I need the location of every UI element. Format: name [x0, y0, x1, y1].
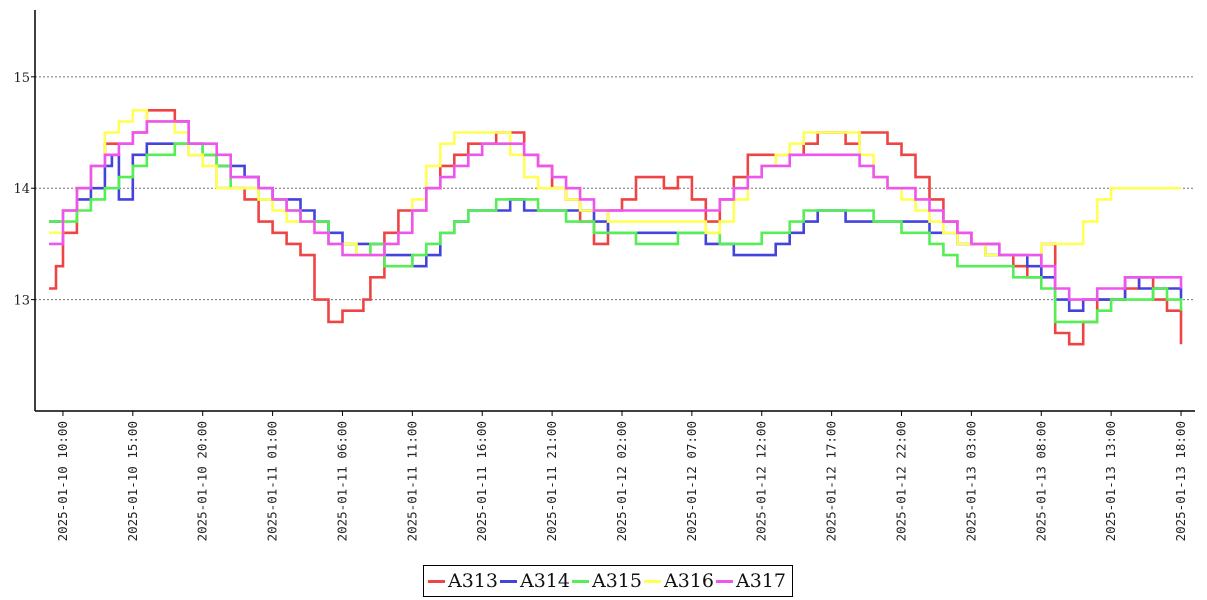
y-tick-label: 14 — [13, 182, 30, 197]
series-layer — [49, 109, 1183, 346]
legend-swatch — [428, 579, 445, 583]
legend-swatch — [644, 579, 661, 583]
series-line-a314 — [49, 142, 1183, 312]
legend-item-a317: A317 — [716, 570, 786, 592]
legend-item-a316: A316 — [644, 570, 714, 592]
x-tick-label: 2025-01-12 17:00 — [824, 421, 839, 541]
y-tick-label: 15 — [13, 71, 30, 86]
x-tick-label: 2025-01-13 08:00 — [1033, 421, 1048, 541]
x-tick-label: 2025-01-13 13:00 — [1103, 421, 1118, 541]
x-tick-label: 2025-01-13 03:00 — [963, 421, 978, 541]
x-tick-label: 2025-01-12 22:00 — [894, 421, 909, 541]
legend-label: A317 — [736, 570, 786, 592]
x-tick-label: 2025-01-10 10:00 — [55, 421, 70, 541]
y-axis-ticks: 13 14 15 — [13, 71, 35, 309]
x-tick-label: 2025-01-11 06:00 — [334, 421, 349, 541]
legend-label: A315 — [592, 570, 642, 592]
x-tick-label: 2025-01-13 18:00 — [1173, 421, 1188, 541]
legend-label: A313 — [448, 570, 498, 592]
x-tick-label: 2025-01-11 11:00 — [404, 421, 419, 541]
y-tick-label: 13 — [13, 294, 30, 309]
x-tick-label: 2025-01-11 01:00 — [265, 421, 280, 541]
legend-swatch — [572, 579, 589, 583]
legend-label: A314 — [520, 570, 570, 592]
x-tick-label: 2025-01-12 02:00 — [614, 421, 629, 541]
x-tick-label: 2025-01-11 16:00 — [474, 421, 489, 541]
legend-item-a314: A314 — [500, 570, 570, 592]
legend-item-a313: A313 — [428, 570, 498, 592]
x-tick-label: 2025-01-12 12:00 — [754, 421, 769, 541]
series-line-a313 — [49, 109, 1183, 346]
legend-swatch — [716, 579, 733, 583]
x-tick-label: 2025-01-12 07:00 — [684, 421, 699, 541]
chart-legend: A313 A314 A315 A316 A317 — [423, 565, 793, 597]
x-axis-ticks: 2025-01-10 10:00 2025-01-10 15:00 2025-01-… — [55, 411, 1188, 541]
series-line-a317 — [49, 120, 1183, 301]
legend-swatch — [500, 579, 517, 583]
legend-label: A316 — [664, 570, 714, 592]
x-tick-label: 2025-01-11 21:00 — [544, 421, 559, 541]
x-tick-label: 2025-01-10 15:00 — [125, 421, 140, 541]
legend-item-a315: A315 — [572, 570, 642, 592]
x-tick-label: 2025-01-10 20:00 — [195, 421, 210, 541]
series-line-a315 — [49, 142, 1183, 324]
